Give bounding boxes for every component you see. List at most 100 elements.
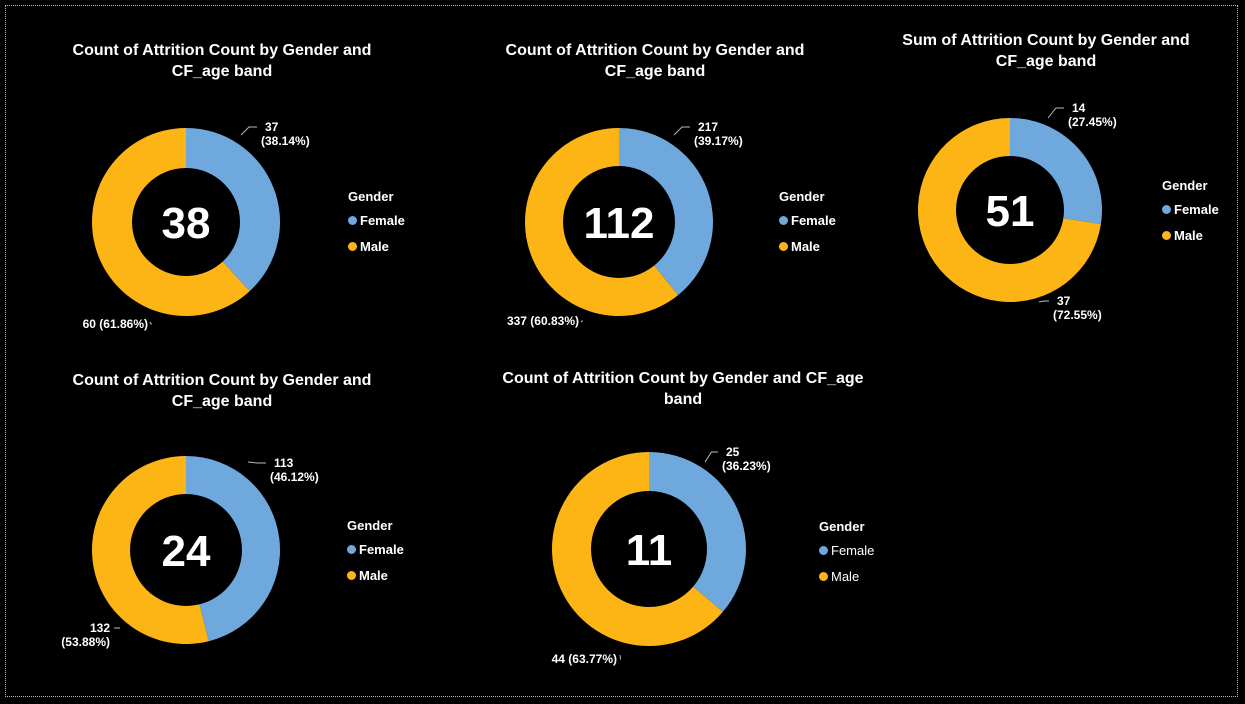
data-label-line: (72.55%) — [1053, 308, 1102, 322]
data-label-line: (46.12%) — [270, 470, 319, 484]
label-leader-line — [240, 126, 257, 136]
donut-chart: 51 14 (27.45%) 37 (72.55%) — [917, 101, 1117, 322]
chart-title-line: Count of Attrition Count by Gender and — [505, 42, 805, 59]
chart-title: Count of Attrition Count by Gender and C… — [42, 370, 402, 412]
legend-item-male[interactable]: Male — [1162, 225, 1219, 245]
label-leader-line — [1038, 300, 1049, 303]
label-leader-line — [580, 320, 583, 323]
data-label: 37 (72.55%) — [1053, 294, 1102, 322]
chart-title: Count of Attrition Count by Gender and C… — [475, 40, 835, 82]
legend-title: Gender — [1162, 178, 1208, 193]
chart-title-line: Count of Attrition Count by Gender and — [72, 372, 372, 389]
data-label: 217 (39.17%) — [694, 120, 743, 148]
donut-hole — [591, 491, 707, 607]
legend-label: Male — [791, 238, 820, 254]
chart-title: Sum of Attrition Count by Gender and CF_… — [866, 30, 1226, 72]
donut-hole — [563, 166, 675, 278]
donut-chart: 38 37 (38.14%) 60 (61.86%) — [83, 120, 310, 331]
legend-item-female[interactable]: Female — [348, 210, 405, 230]
female-dot-icon — [348, 215, 357, 225]
legend-title: Gender — [819, 519, 865, 534]
legend-item-female[interactable]: Female — [1162, 199, 1219, 219]
chart-title-line: Sum of Attrition Count by Gender and — [902, 32, 1190, 49]
chart-title-line: CF_age band — [171, 63, 273, 80]
data-label-line: 37 — [265, 120, 279, 134]
data-label: 25 (36.23%) — [722, 445, 771, 473]
label-leader-line — [704, 451, 718, 463]
donut-center-value: 51 — [986, 187, 1035, 236]
donut-hole — [130, 494, 242, 606]
legend-item-male[interactable]: Male — [347, 565, 404, 585]
data-label-line: (53.88%) — [61, 635, 110, 649]
chart-title-line: Count of Attrition Count by Gender and — [72, 42, 372, 59]
male-dot-icon — [779, 241, 788, 251]
data-label: 132 (53.88%) — [61, 621, 110, 649]
data-label-line: (38.14%) — [261, 134, 310, 148]
female-dot-icon — [1162, 204, 1171, 214]
label-leader-line — [673, 126, 690, 136]
donut-hole — [956, 156, 1064, 264]
data-label: 113 (46.12%) — [270, 456, 319, 484]
label-leader-line — [247, 461, 266, 464]
data-label-line: 60 (61.86%) — [83, 317, 148, 331]
male-dot-icon — [1162, 230, 1171, 240]
male-dot-icon — [348, 241, 357, 251]
data-label-line: 132 — [90, 621, 110, 635]
data-label-line: (27.45%) — [1068, 115, 1117, 129]
label-leader-line — [619, 654, 621, 660]
chart-legend: Gender Female Male — [348, 189, 405, 262]
legend-item-female[interactable]: Female — [779, 210, 836, 230]
donut-chart: 24 113 (46.12%) 132 (53.88%) — [61, 456, 319, 649]
legend-item-male[interactable]: Male — [819, 566, 874, 586]
chart-title-line: CF_age band — [171, 393, 273, 410]
label-leader-line — [149, 321, 152, 325]
data-label-line: 37 — [1057, 294, 1071, 308]
dashboard-frame — [5, 5, 1238, 697]
donut-center-value: 24 — [162, 527, 211, 576]
donut-chart-panel: Count of Attrition Count by Gender and C… — [463, 368, 903, 668]
data-label: 44 (63.77%) — [552, 652, 617, 666]
female-dot-icon — [347, 544, 356, 554]
donut-chart-panel: Sum of Attrition Count by Gender and CF_… — [866, 30, 1226, 330]
legend-label: Male — [831, 568, 860, 584]
data-label: 14 (27.45%) — [1068, 101, 1117, 129]
data-label: 37 (38.14%) — [261, 120, 310, 148]
legend-item-female[interactable]: Female — [819, 540, 874, 560]
donut-chart: 11 25 (36.23%) 44 (63.77%) — [552, 445, 771, 666]
legend-label: Female — [360, 212, 405, 228]
legend-label: Male — [359, 567, 388, 583]
data-label-line: 113 — [274, 456, 294, 470]
data-label-line: 44 (63.77%) — [552, 652, 617, 666]
donut-hole — [132, 168, 240, 276]
legend-label: Female — [791, 212, 836, 228]
data-label-line: 217 — [698, 120, 718, 134]
legend-item-male[interactable]: Male — [348, 236, 405, 256]
data-label-line: (36.23%) — [722, 459, 771, 473]
male-dot-icon — [819, 571, 828, 581]
chart-title-line: Count of Attrition Count by Gender and C… — [502, 370, 864, 387]
legend-item-female[interactable]: Female — [347, 539, 404, 559]
legend-label: Male — [360, 238, 389, 254]
legend-label: Female — [359, 541, 404, 557]
donut-chart-panel: Count of Attrition Count by Gender and C… — [475, 40, 835, 340]
donut-center-value: 112 — [584, 199, 655, 248]
donut-chart-panel: Count of Attrition Count by Gender and C… — [42, 370, 402, 670]
donut-center-value: 11 — [626, 526, 673, 575]
chart-title-line: CF_age band — [995, 53, 1097, 70]
female-dot-icon — [779, 215, 788, 225]
donut-chart: 112 217 (39.17%) 337 (60.83%) — [507, 120, 743, 328]
label-leader-line — [1047, 107, 1064, 119]
data-label-line: 337 (60.83%) — [507, 314, 579, 328]
chart-title-line: band — [663, 391, 703, 408]
donut-center-value: 38 — [162, 199, 211, 248]
chart-legend: Gender Female Male — [819, 519, 874, 592]
chart-title-line: CF_age band — [604, 63, 706, 80]
legend-label: Female — [831, 542, 875, 558]
legend-item-male[interactable]: Male — [779, 236, 836, 256]
chart-title: Count of Attrition Count by Gender and C… — [42, 40, 402, 82]
data-label: 60 (61.86%) — [83, 317, 148, 331]
legend-title: Gender — [779, 189, 825, 204]
legend-label: Female — [1174, 201, 1219, 217]
data-label-line: (39.17%) — [694, 134, 743, 148]
